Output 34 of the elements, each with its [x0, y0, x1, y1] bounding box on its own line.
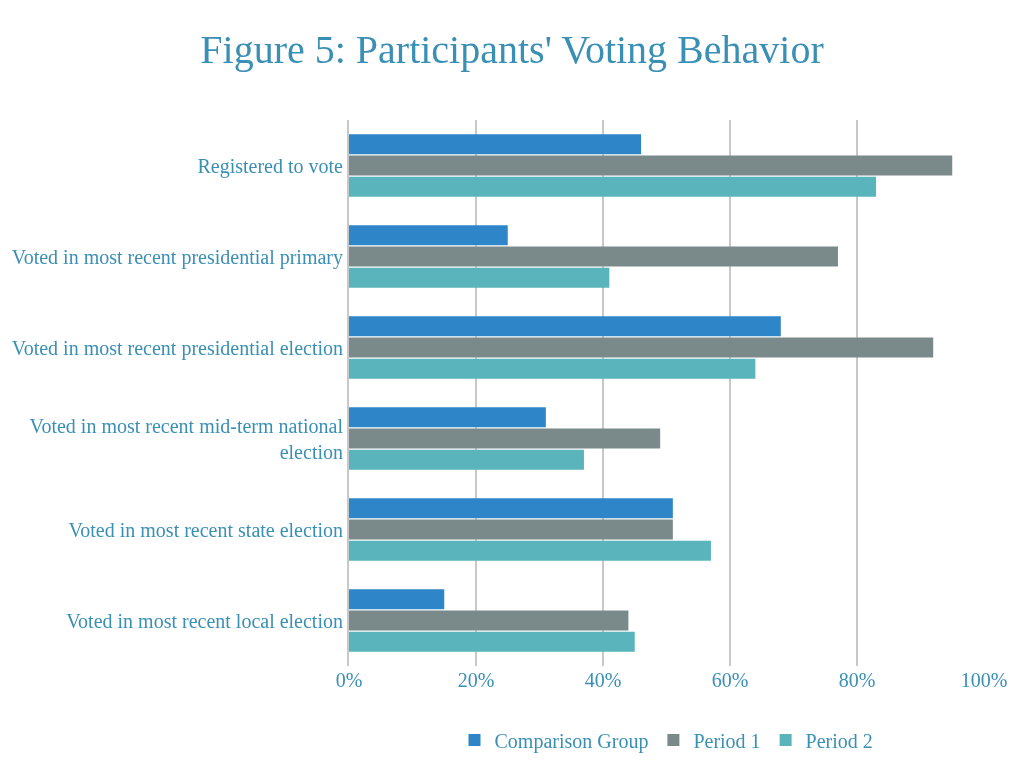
chart-title: Figure 5: Participants' Voting Behavior [200, 26, 824, 72]
y-tick-label: Voted in most recent local election [66, 609, 343, 632]
legend-label: Period 2 [805, 729, 873, 752]
y-tick-label: Voted in most recent state election [68, 518, 343, 541]
bar [349, 225, 508, 246]
bar [349, 610, 629, 631]
x-tick-label: 60% [711, 669, 749, 691]
bar [349, 428, 661, 449]
bar [349, 134, 642, 155]
bar [349, 316, 781, 337]
bar [349, 631, 635, 652]
bar [349, 449, 584, 470]
x-tick-label: 40% [584, 669, 622, 691]
bar [349, 519, 673, 540]
legend-label: Comparison Group [494, 729, 649, 753]
legend-label: Period 1 [693, 729, 761, 752]
bar [349, 155, 953, 176]
bar [349, 267, 610, 288]
x-tick-label: 20% [457, 669, 495, 691]
bar [349, 246, 838, 267]
x-tick-label: 80% [838, 669, 876, 691]
bar [349, 176, 877, 197]
bar [349, 358, 756, 379]
x-tick-label: 0% [335, 669, 363, 691]
bar [349, 540, 711, 561]
bar [349, 589, 445, 610]
bar [349, 337, 934, 358]
y-tick-label: Voted in most recent presidential election [11, 336, 343, 360]
bar [349, 498, 673, 519]
bar [349, 407, 546, 428]
y-tick-label: Voted in most recent mid-term national election [29, 414, 344, 463]
y-tick-label: Registered to vote [197, 154, 344, 178]
x-tick-label: 100% [960, 669, 1008, 691]
y-tick-label: Voted in most recent presidential primary [11, 245, 343, 269]
